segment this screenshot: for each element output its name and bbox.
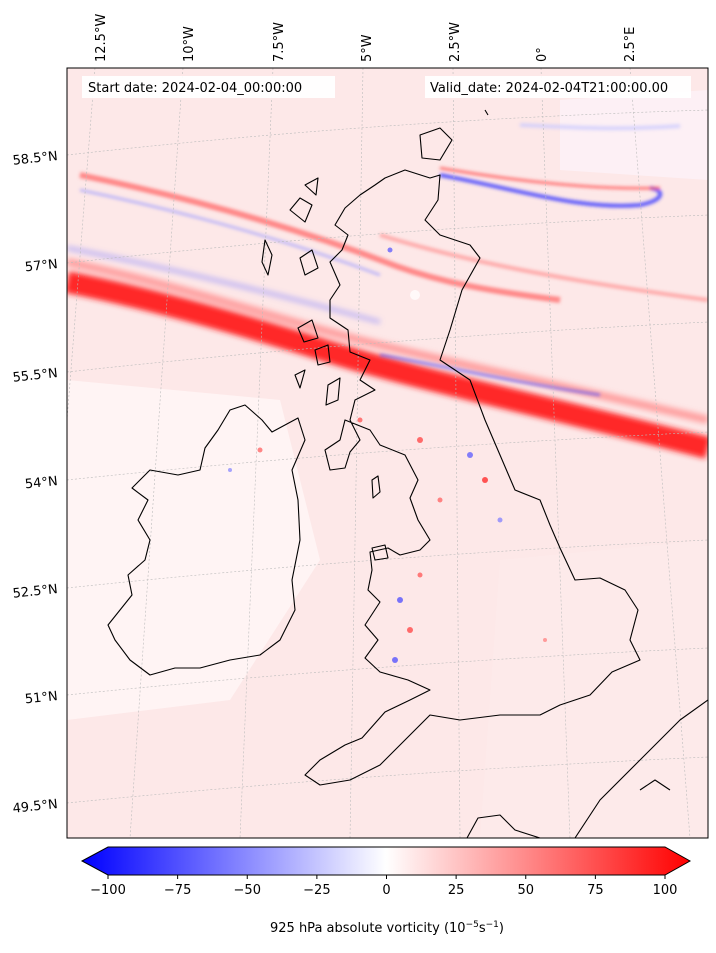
colorbar-tick-label: −25	[303, 883, 330, 898]
colorbar-tick-label: 50	[517, 883, 534, 898]
lat-label: 51°N	[24, 689, 58, 707]
colorbar: −100 −75 −50 −25 0 25 50 75 100 925 hPa absolute…	[80, 846, 692, 936]
colorbar-tick-label: 75	[587, 883, 604, 898]
lat-label: 58.5°N	[12, 149, 58, 169]
lat-label: 52.5°N	[12, 582, 58, 602]
colorbar-tick-label: −75	[164, 883, 191, 898]
graticule	[67, 68, 708, 838]
vorticity-field	[67, 68, 708, 838]
colorbar-tick-label: −50	[234, 883, 261, 898]
lat-label: 49.5°N	[12, 797, 58, 817]
colorbar-bar	[80, 846, 692, 876]
ireland-coast	[107, 404, 306, 676]
longitude-labels: 12.5°W 10°W 7.5°W 5°W 2.5°W 0° 2.5°E	[94, 14, 638, 62]
colorbar-tick-label: 25	[448, 883, 465, 898]
isle-of-man-coast	[371, 475, 381, 499]
start-date-box	[82, 76, 335, 98]
vorticity-band-north	[79, 123, 708, 397]
colorbar-tick-label: −100	[90, 883, 126, 898]
start-date-label: Start date: 2024-02-04_00:00:00	[88, 81, 302, 96]
colorbar-tick-labels: −100 −75 −50 −25 0 25 50 75 100	[90, 883, 677, 898]
lat-label: 55.5°N	[12, 366, 58, 386]
colorbar-ticks	[107, 875, 666, 879]
lon-label: 7.5°W	[272, 22, 287, 62]
colorbar-tick-label: 0	[382, 883, 390, 898]
lon-label: 2.5°E	[623, 27, 638, 62]
vorticity-speckle	[228, 247, 547, 663]
coastlines	[107, 109, 708, 838]
lon-label: 10°W	[182, 26, 197, 62]
lon-label: 12.5°W	[94, 14, 109, 62]
lat-label: 57°N	[24, 257, 58, 275]
lon-label: 2.5°W	[448, 22, 463, 62]
lat-label: 54°N	[24, 474, 58, 492]
lon-label: 0°	[535, 47, 550, 62]
latitude-labels: 58.5°N 57°N 55.5°N 54°N 52.5°N 51°N 49.5…	[12, 149, 58, 817]
colorbar-tick-label: 100	[653, 883, 678, 898]
colorbar-title: 925 hPa absolute vorticity (10−5s−1)	[270, 920, 504, 936]
great-britain-coast	[304, 169, 641, 786]
map-frame	[66, 67, 709, 839]
valid-date-label: Valid_date: 2024-02-04T21:00:00.00	[430, 81, 668, 96]
lon-label: 5°W	[360, 34, 375, 62]
valid-date-box	[425, 76, 691, 98]
france-coast	[466, 814, 541, 838]
